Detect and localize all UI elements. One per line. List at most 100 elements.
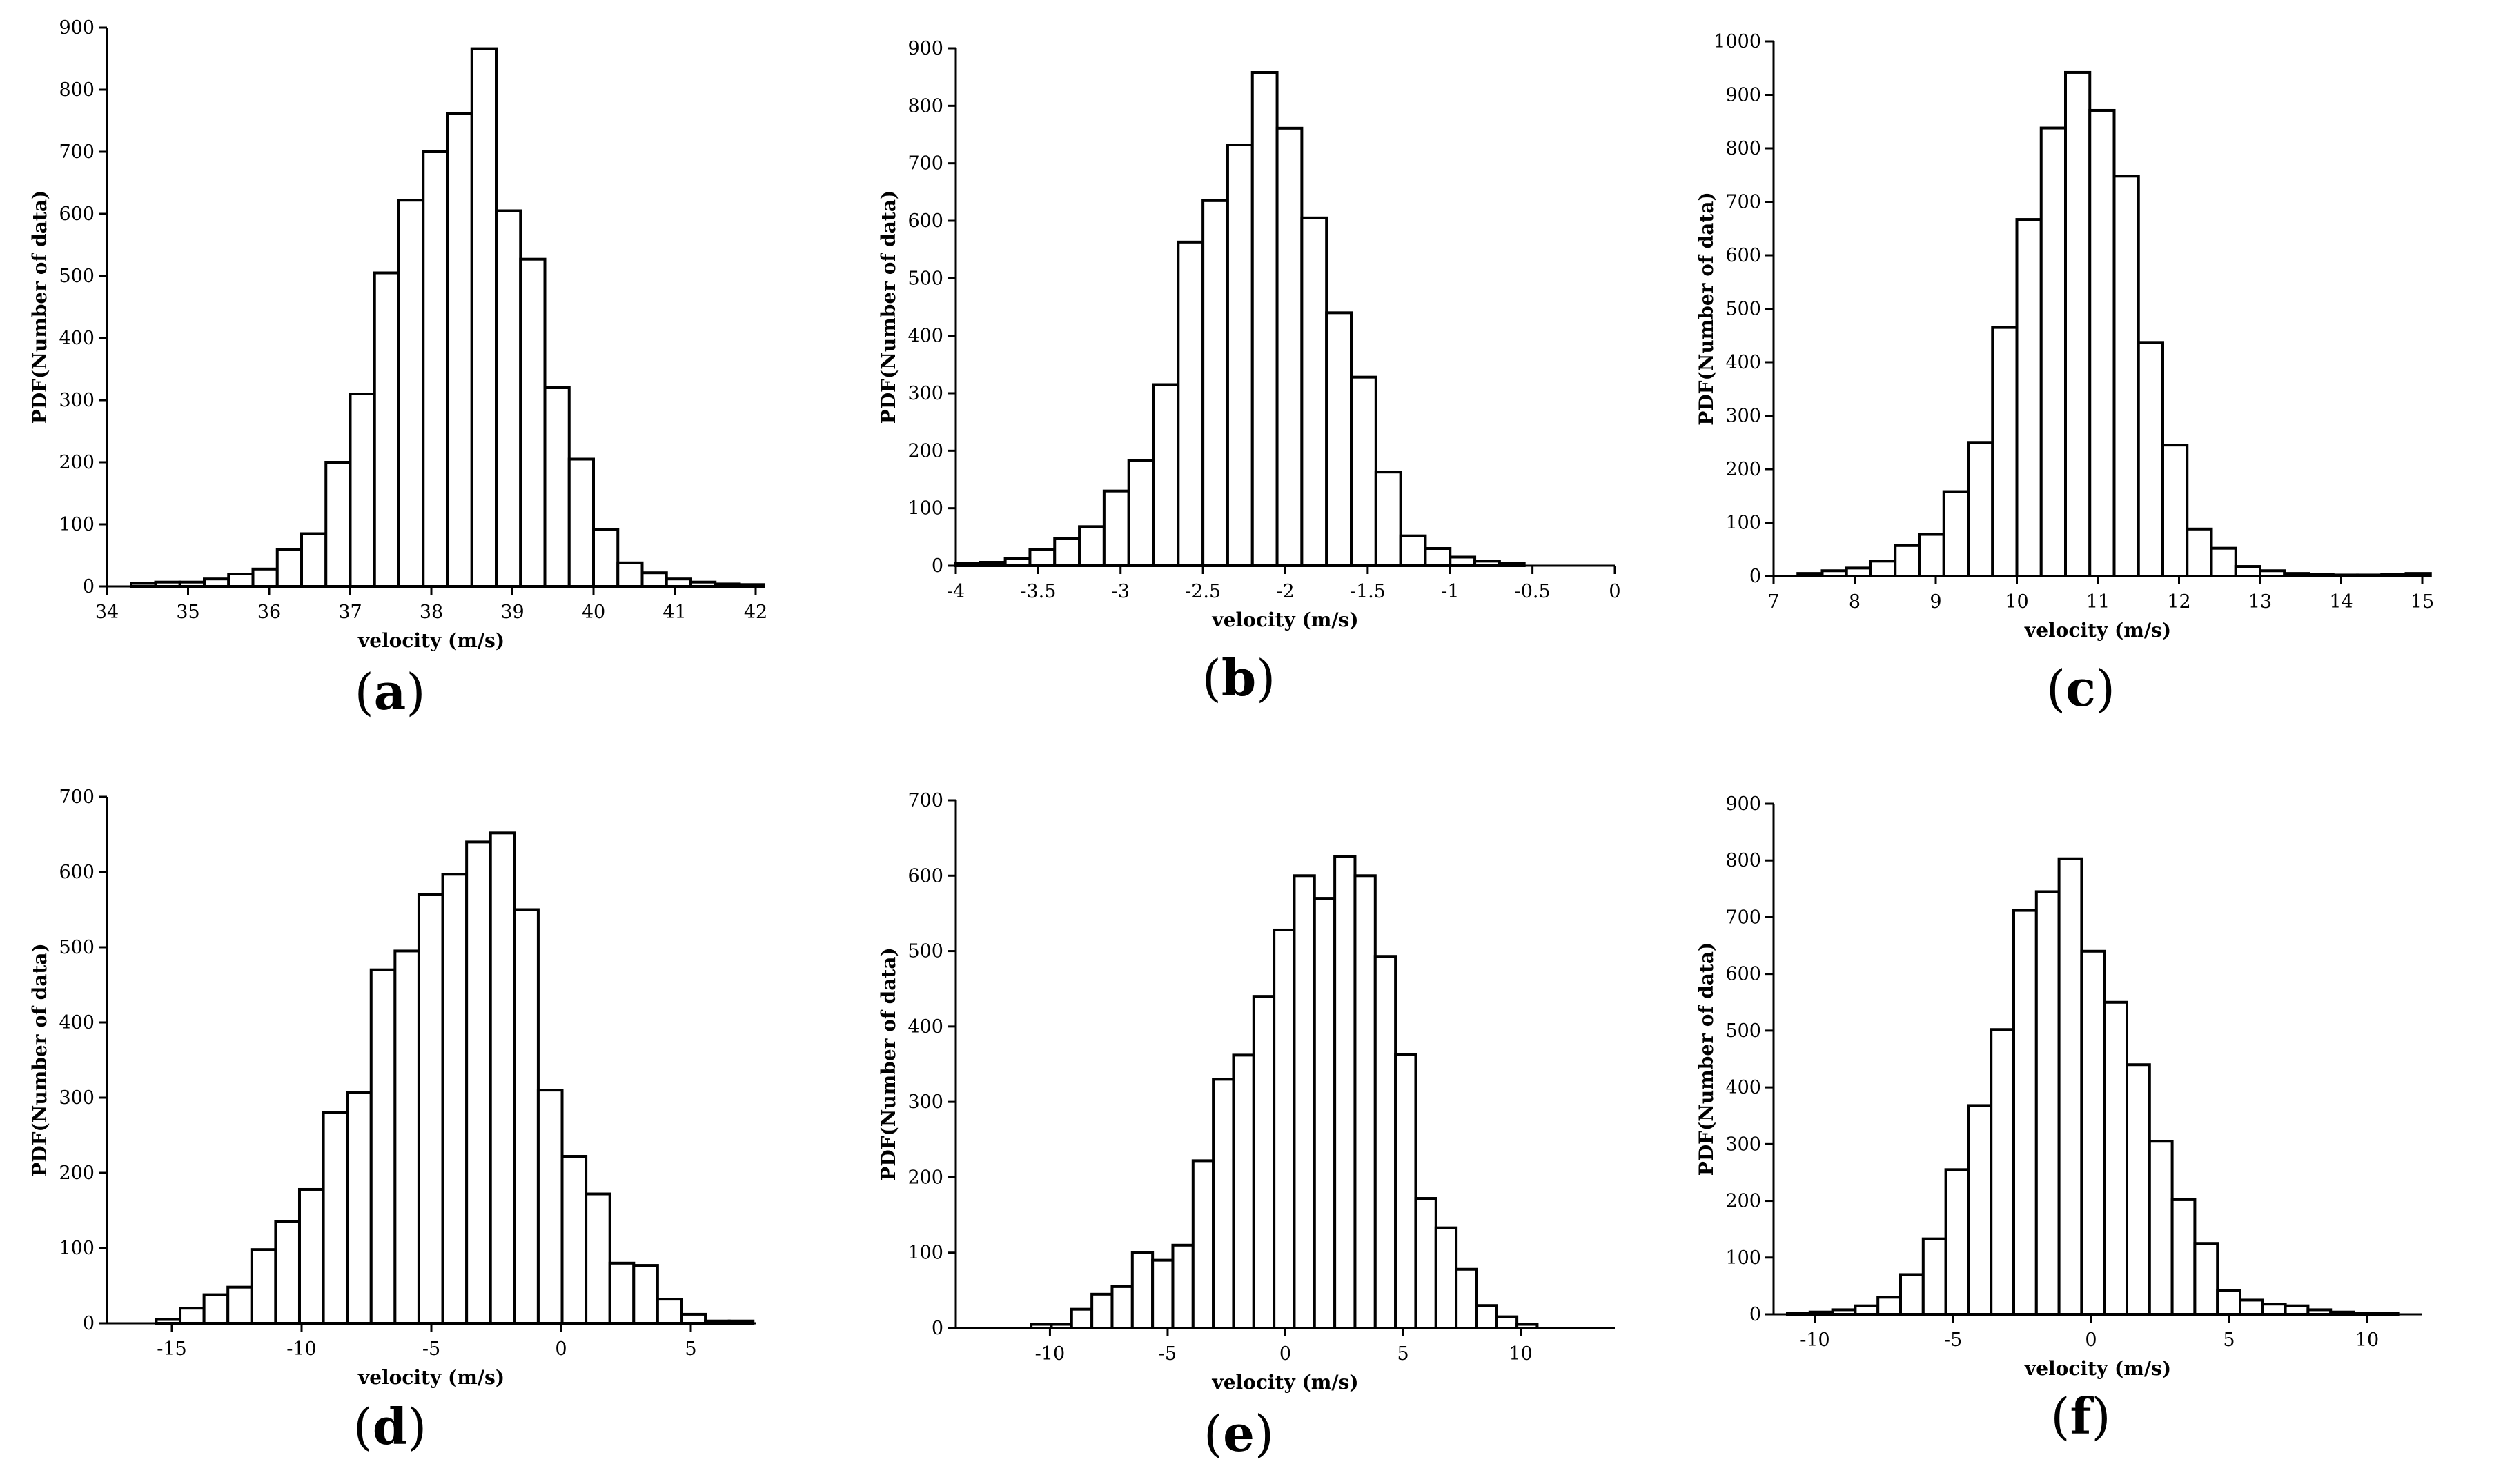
bar <box>680 1312 707 1325</box>
chart-c: 7 8 9 10 11 12 13 14 15 0 100 200 300 400 500 600 700 800… <box>1695 31 2434 642</box>
x-axis-label: velocity (m/s) <box>1211 1371 1358 1394</box>
bar <box>1201 199 1229 568</box>
bar <box>640 571 668 588</box>
bar <box>1212 1078 1235 1330</box>
bar <box>1414 1197 1437 1329</box>
bar <box>513 908 540 1325</box>
x-tick-label: -2 <box>1276 581 1294 602</box>
bar <box>1127 459 1155 567</box>
x-tick-label: 14 <box>2329 591 2353 613</box>
y-tick-label: 300 <box>59 1087 95 1109</box>
x-tick-label: 37 <box>338 602 362 623</box>
y-axis-label: PDF(Number of data) <box>877 947 900 1180</box>
bar <box>1399 534 1427 568</box>
y-axis-label: PDF(Number of data) <box>28 190 51 424</box>
bar <box>446 112 473 588</box>
x-tick-label: 0 <box>2085 1329 2097 1351</box>
x-tick-label: 10 <box>2355 1329 2379 1351</box>
y-tick-label: 600 <box>59 862 95 883</box>
bar <box>1078 525 1106 567</box>
x-tick-label: 10 <box>1509 1343 1532 1365</box>
y-tick-label: 900 <box>907 38 943 59</box>
x-tick-label: -3.5 <box>1020 581 1056 602</box>
bar <box>1449 555 1477 567</box>
bar <box>1191 1159 1215 1330</box>
bar <box>1921 1237 1947 1316</box>
bar <box>227 573 255 588</box>
y-tick-label: 200 <box>59 452 95 473</box>
bar <box>1434 1226 1458 1330</box>
x-tick-label: -5 <box>1159 1343 1177 1365</box>
bar <box>1053 537 1081 567</box>
y-tick-label: 700 <box>59 786 95 808</box>
bar <box>1325 311 1353 567</box>
bar <box>1226 144 1254 567</box>
y-tick-label: 500 <box>59 937 95 958</box>
x-tick-label: 39 <box>500 602 524 623</box>
y-tick-label: 100 <box>1725 1247 1761 1269</box>
bar <box>397 199 425 588</box>
y-tick-label: 300 <box>1725 406 1761 427</box>
bar <box>1171 1243 1195 1330</box>
y-tick-label: 0 <box>1749 1304 1761 1325</box>
bar <box>1899 1273 1925 1316</box>
y-tick-label: 0 <box>83 576 95 597</box>
bar <box>1373 955 1397 1329</box>
bar <box>346 1091 373 1325</box>
x-axis-label: velocity (m/s) <box>1211 609 1358 631</box>
bar <box>322 1111 349 1325</box>
panel-label-c: (c) <box>2045 659 2116 718</box>
y-tick-label: 0 <box>1749 566 1761 587</box>
y-tick-label: 0 <box>932 1318 943 1339</box>
y-tick-label: 0 <box>932 555 943 577</box>
x-tick-label: 0 <box>555 1338 567 1360</box>
x-tick-label: 10 <box>2005 591 2028 613</box>
bar <box>1028 548 1057 568</box>
x-tick-label: 0 <box>1609 581 1620 602</box>
y-tick-label: 700 <box>1725 192 1761 213</box>
bar <box>251 567 279 588</box>
bar <box>250 1248 277 1325</box>
bar <box>297 1187 325 1325</box>
bar <box>2261 1303 2287 1316</box>
y-tick-label: 800 <box>1725 850 1761 871</box>
bar <box>1475 1304 1498 1329</box>
bar <box>1177 240 1205 567</box>
panel-label-e: (e) <box>1204 1404 1274 1463</box>
x-tick-label: -4 <box>947 581 965 602</box>
chart-a: 34 35 36 37 38 39 40 41 42 0 100 200 300 400 500 600 700… <box>28 17 767 652</box>
y-tick-label: 100 <box>59 514 95 535</box>
y-tick-label: 700 <box>907 153 943 175</box>
bar <box>519 257 547 588</box>
bar <box>1967 441 1994 577</box>
bar <box>441 873 469 1325</box>
bar <box>465 840 492 1325</box>
y-tick-label: 200 <box>59 1163 95 1184</box>
y-tick-label: 300 <box>1725 1134 1761 1155</box>
bar <box>2216 1289 2241 1316</box>
y-tick-label: 900 <box>59 17 95 39</box>
x-tick-label: 35 <box>176 602 199 623</box>
bar <box>226 1285 253 1325</box>
bar <box>2088 108 2116 578</box>
y-tick-label: 100 <box>907 498 943 520</box>
y-tick-label: 900 <box>1725 85 1761 106</box>
bar <box>2039 126 2067 578</box>
bar <box>489 831 516 1325</box>
bar <box>393 949 420 1325</box>
x-axis-label: velocity (m/s) <box>357 629 504 652</box>
bar <box>1110 1285 1134 1329</box>
x-tick-label: 9 <box>1930 591 1941 613</box>
chart-b: -4 -3.5 -3 -2.5 -2 -1.5 -1 -0.5 0 0 100 200 300 400 50… <box>877 38 1621 631</box>
panel-label-f: (f) <box>2050 1387 2111 1445</box>
x-axis-label: velocity (m/s) <box>2024 619 2171 642</box>
bar <box>543 386 571 588</box>
bar <box>1876 1296 1902 1316</box>
bar <box>1967 1104 1993 1316</box>
bar <box>2161 444 2189 577</box>
y-tick-label: 1000 <box>1714 31 1761 52</box>
x-tick-label: -1 <box>1441 581 1459 602</box>
bar <box>1070 1307 1094 1330</box>
bar <box>536 1089 564 1325</box>
